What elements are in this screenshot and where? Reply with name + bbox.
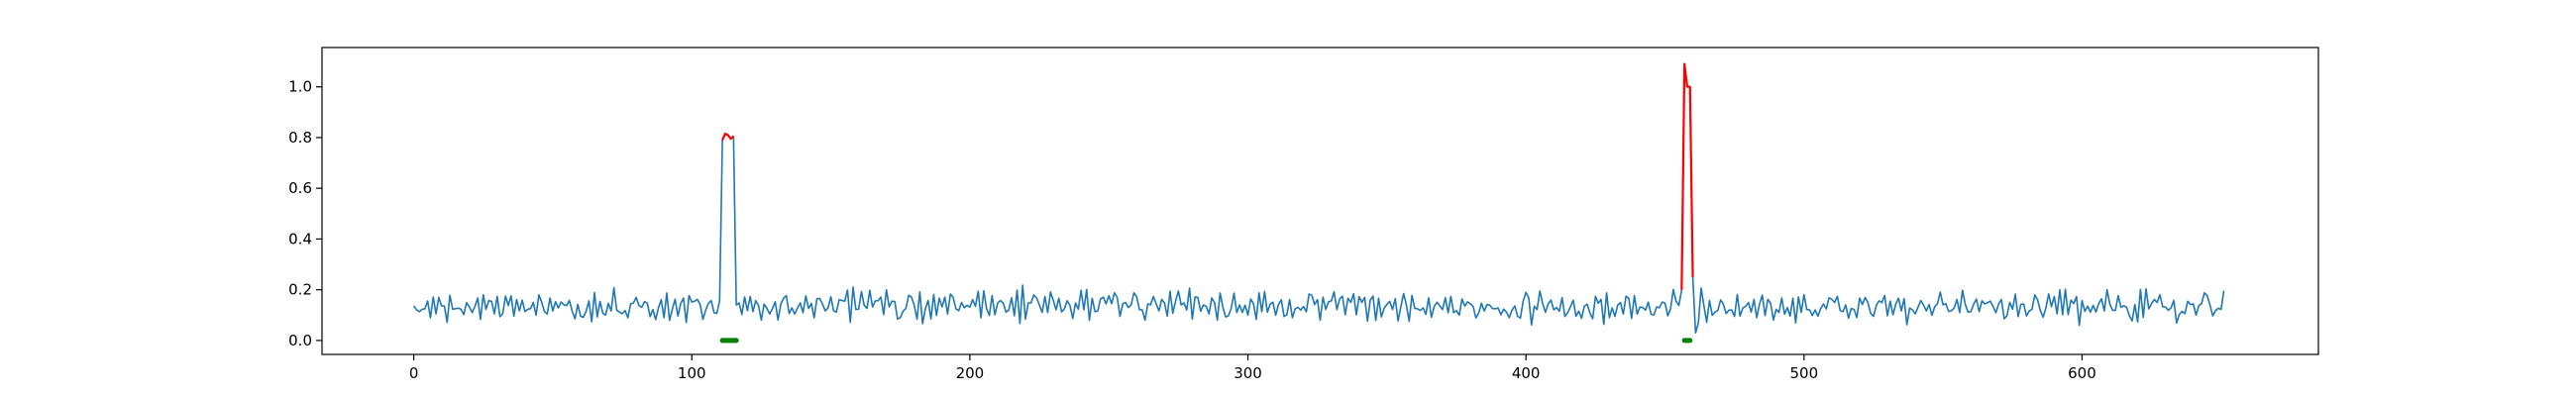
x-tick-label: 0 [409, 364, 419, 382]
x-axis: 0 100 200 300 400 500 600 [409, 354, 2096, 382]
x-tick-label: 400 [1512, 364, 1541, 382]
y-tick-label: 0.8 [288, 129, 312, 147]
x-tick-label: 100 [678, 364, 706, 382]
series-line [412, 62, 2225, 335]
anomaly-segment-1 [721, 133, 735, 141]
y-tick-label: 0.6 [288, 179, 312, 197]
anomaly-segment-2 [1680, 62, 1694, 290]
y-tick-label: 0.0 [288, 332, 312, 349]
y-tick-label: 1.0 [288, 78, 312, 96]
anomaly-layer [721, 62, 1694, 290]
series-layer [412, 62, 2225, 335]
x-tick-label: 500 [1789, 364, 1818, 382]
x-tick-label: 200 [956, 364, 985, 382]
plot-frame [321, 47, 2319, 355]
x-tick-label: 300 [1234, 364, 1262, 382]
y-tick-label: 0.2 [288, 281, 312, 299]
y-tick-label: 0.4 [288, 230, 312, 248]
x-tick-label: 600 [2068, 364, 2096, 382]
plot-background [322, 48, 2318, 354]
y-axis: 0.0 0.2 0.4 0.6 0.8 1.0 [288, 78, 322, 349]
